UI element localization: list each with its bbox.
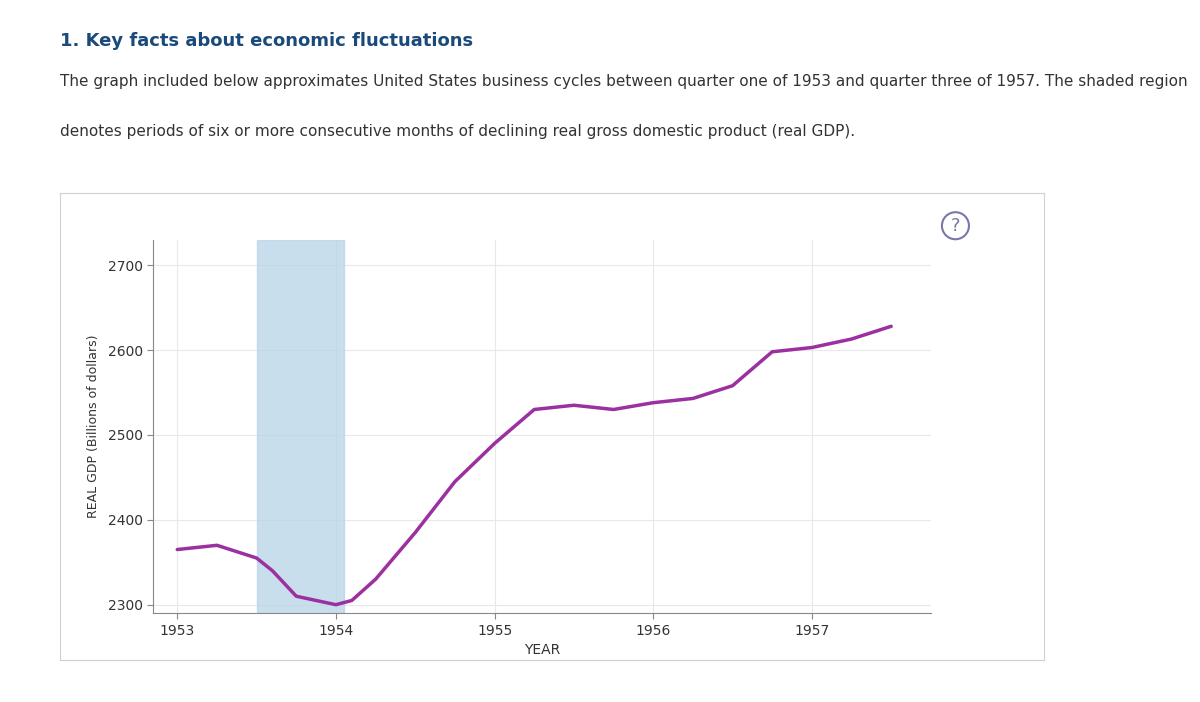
Text: The graph included below approximates United States business cycles between quar: The graph included below approximates Un…	[60, 74, 1188, 88]
Text: ?: ?	[950, 217, 960, 234]
X-axis label: YEAR: YEAR	[524, 643, 560, 657]
Bar	[257, 239, 344, 614]
Text: denotes periods of six or more consecutive months of declining real gross domest: denotes periods of six or more consecuti…	[60, 124, 856, 139]
Text: 1. Key facts about economic fluctuations: 1. Key facts about economic fluctuations	[60, 32, 473, 50]
Y-axis label: REAL GDP (Billions of dollars): REAL GDP (Billions of dollars)	[86, 335, 100, 518]
